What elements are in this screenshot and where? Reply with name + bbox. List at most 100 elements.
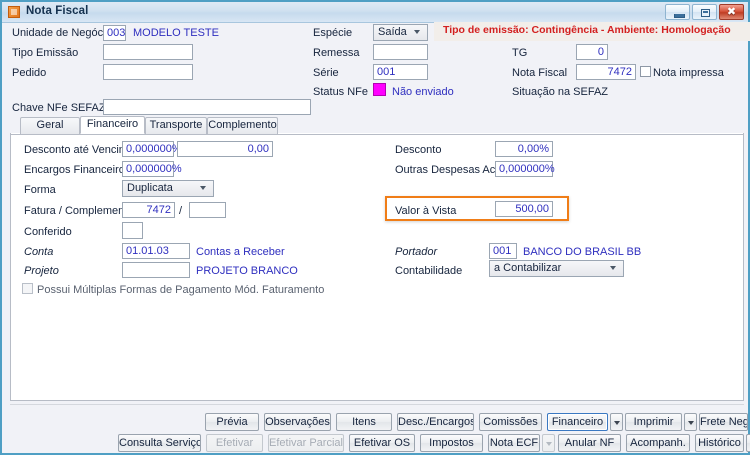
pedido-input[interactable] <box>103 64 193 80</box>
projeto-description: PROJETO BRANCO <box>196 265 298 277</box>
conta-input[interactable]: 01.01.03 <box>122 243 190 259</box>
remessa-input[interactable] <box>373 44 428 60</box>
frete-neg-button[interactable]: Frete Neg. <box>699 413 748 431</box>
nota-impressa-label: Nota impressa <box>653 67 724 79</box>
encargos-financeiros-percent-input[interactable]: 0,000000% <box>122 161 182 177</box>
projeto-label: Projeto <box>24 265 59 277</box>
desconto-label: Desconto <box>395 144 442 156</box>
emission-banner-background <box>434 22 750 41</box>
status-nfe-label: Status NFe <box>313 86 369 98</box>
maximize-icon <box>701 9 710 17</box>
fatura-separator: / <box>179 205 183 217</box>
desc-encargos-button[interactable]: Desc./Encargos <box>397 413 474 431</box>
multiplas-formas-pagamento-checkbox[interactable] <box>22 283 33 294</box>
contabilidade-select-value: a Contabilizar <box>494 262 562 274</box>
tipo-emissao-input[interactable] <box>103 44 193 60</box>
contabilidade-select[interactable]: a Contabilizar <box>489 260 624 277</box>
efetivar-parcial-button: Efetivar Parcial <box>268 434 344 452</box>
nota-fiscal-label: Nota Fiscal <box>512 67 568 79</box>
conta-description: Contas a Receber <box>196 246 285 258</box>
encargos-financeiros-label: Encargos Financeiros <box>24 164 131 176</box>
observacoes-button[interactable]: Observações <box>264 413 331 431</box>
consulta-servicos-button[interactable]: Consulta Serviços <box>118 434 201 452</box>
maximize-button[interactable] <box>692 4 717 20</box>
imprimir-dropdown-arrow[interactable] <box>684 413 697 431</box>
financeiro-dropdown-arrow[interactable] <box>610 413 623 431</box>
chevron-down-icon <box>688 421 694 425</box>
chevron-down-icon <box>610 266 617 273</box>
desconto-vencimento-percent-input[interactable]: 0,000000% <box>122 141 182 157</box>
unidade-negocio-code-input[interactable]: 003 <box>103 25 126 41</box>
close-button[interactable]: ✖ <box>719 4 744 20</box>
desconto-vencimento-label: Desconto até Vencimento <box>24 144 150 156</box>
valor-a-vista-input[interactable]: 500,00 <box>495 201 553 217</box>
comissoes-button[interactable]: Comissões <box>479 413 542 431</box>
imprimir-button[interactable]: Imprimir <box>625 413 682 431</box>
conferido-input[interactable] <box>122 222 143 239</box>
tg-input[interactable]: 0 <box>576 44 608 60</box>
desconto-vencimento-value-input[interactable]: 0,00 <box>177 141 273 157</box>
chave-nfe-sefaz-label: Chave NFe SEFAZ <box>12 102 106 114</box>
serie-label: Série <box>313 67 339 79</box>
pedido-label: Pedido <box>12 67 47 79</box>
minimize-icon <box>674 14 685 18</box>
especie-select-value: Saída <box>378 26 407 38</box>
especie-select[interactable]: Saída <box>373 24 428 41</box>
forma-label: Forma <box>24 184 56 196</box>
fatura-input[interactable]: 7472 <box>122 202 175 218</box>
forma-select[interactable]: Duplicata <box>122 180 214 197</box>
impostos-button[interactable]: Impostos <box>420 434 483 452</box>
unidade-negocio-label: Unidade de Negócio <box>12 27 112 39</box>
application-icon <box>8 6 20 18</box>
anular-nf-button[interactable]: Anular NF <box>558 434 621 452</box>
financeiro-button[interactable]: Financeiro <box>547 413 608 431</box>
contabilidade-label: Contabilidade <box>395 265 463 277</box>
especie-label: Espécie <box>313 27 353 39</box>
efetivar-os-button[interactable]: Efetivar OS <box>349 434 415 452</box>
fatura-complemento-label: Fatura / Complemento <box>24 205 134 217</box>
tab-complemento[interactable]: Complemento <box>207 117 278 134</box>
previa-button[interactable]: Prévia <box>205 413 259 431</box>
status-nfe-value: Não enviado <box>392 86 454 98</box>
multiplas-formas-pagamento-label: Possui Múltiplas Formas de Pagamento Mód… <box>37 284 325 296</box>
window-title: Nota Fiscal <box>26 5 89 17</box>
portador-label: Portador <box>395 246 438 258</box>
nota-ecf-dropdown-arrow <box>542 434 555 452</box>
outras-despesas-acess-label: Outras Despesas Acess. <box>395 164 516 176</box>
chevron-down-icon <box>414 30 421 37</box>
status-nfe-color-swatch <box>373 83 386 96</box>
unidade-negocio-name: MODELO TESTE <box>133 27 219 39</box>
nota-impressa-checkbox[interactable] <box>640 66 651 77</box>
tg-label: TG <box>512 47 528 59</box>
nota-fiscal-input[interactable]: 7472 <box>576 64 636 80</box>
chevron-down-icon <box>200 186 207 193</box>
desconto-input[interactable]: 0,00% <box>495 141 553 157</box>
acompanh-button[interactable]: Acompanh. <box>626 434 690 452</box>
nota-ecf-button[interactable]: Nota ECF <box>488 434 540 452</box>
efetivar-button: Efetivar <box>206 434 263 452</box>
historico-dropdown-arrow[interactable] <box>746 434 750 452</box>
portador-code-input[interactable]: 001 <box>489 243 517 259</box>
tipo-emissao-label: Tipo Emissão <box>12 47 79 59</box>
tab-geral[interactable]: Geral <box>20 117 80 134</box>
situacao-sefaz-label: Situação na SEFAZ <box>512 86 608 98</box>
projeto-input[interactable] <box>122 262 190 278</box>
conferido-label: Conferido <box>24 226 72 238</box>
complemento-input[interactable] <box>189 202 226 218</box>
outras-despesas-acess-input[interactable]: 0,000000% <box>495 161 555 177</box>
serie-input[interactable]: 001 <box>373 64 428 80</box>
historico-button[interactable]: Histórico <box>695 434 744 452</box>
chave-nfe-sefaz-input[interactable] <box>103 99 311 115</box>
tab-financeiro[interactable]: Financeiro <box>80 116 145 134</box>
tab-transporte[interactable]: Transporte <box>145 117 207 134</box>
chevron-down-icon <box>546 442 552 446</box>
forma-select-value: Duplicata <box>127 182 173 194</box>
conta-label: Conta <box>24 246 54 258</box>
minimize-button[interactable] <box>665 4 690 20</box>
title-bar: Nota Fiscal ✖ <box>2 2 748 23</box>
portador-name: BANCO DO BRASIL BB <box>523 246 642 258</box>
itens-button[interactable]: Itens <box>336 413 392 431</box>
chevron-down-icon <box>614 421 620 425</box>
remessa-label: Remessa <box>313 47 360 59</box>
